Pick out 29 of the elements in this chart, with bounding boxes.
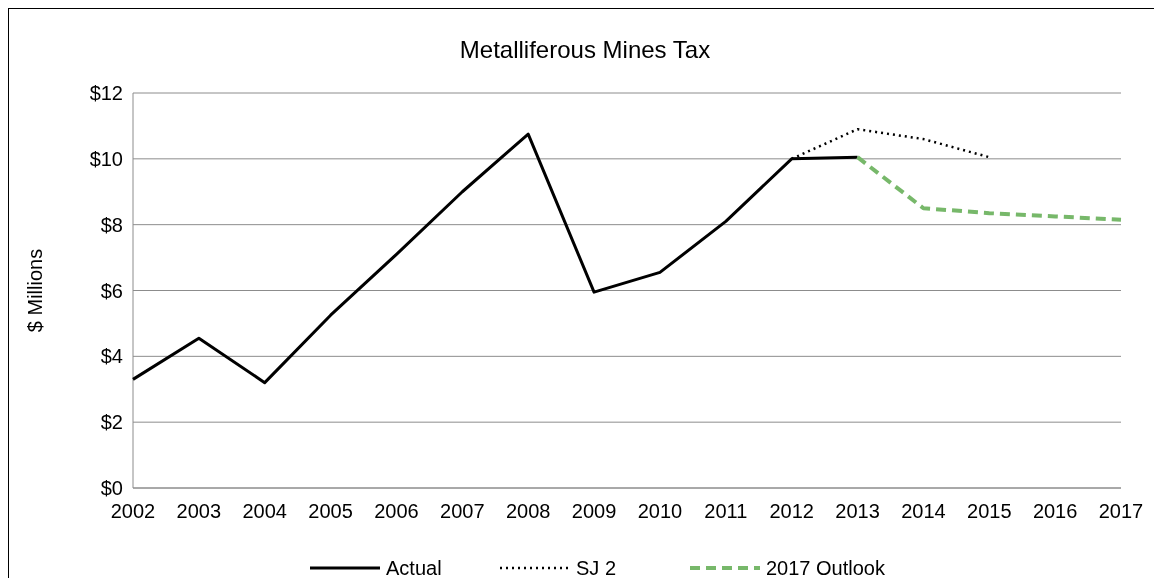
y-tick-label: $12 [89, 82, 123, 104]
x-tick-label: 2003 [176, 500, 222, 522]
x-tick-label: 2008 [505, 500, 551, 522]
x-tick-label: 2011 [704, 500, 748, 522]
legend-label: 2017 Outlook [766, 557, 886, 578]
x-tick-label: 2015 [967, 500, 1012, 522]
chart-title: Metalliferous Mines Tax [459, 36, 711, 63]
line-series [855, 155, 1123, 222]
x-tick-label: 2012 [769, 500, 814, 522]
legend-label: Actual [386, 557, 442, 578]
x-tick-label: 2017 [1098, 500, 1144, 522]
x-tick-label: 2010 [637, 500, 683, 522]
x-tick-label: 2014 [901, 500, 946, 522]
y-tick-label: $4 [100, 345, 123, 368]
x-tick-label: 2009 [571, 500, 617, 522]
x-tick-label: 2005 [308, 500, 353, 522]
y-tick-label: $0 [100, 477, 123, 499]
x-tick-label: 2002 [110, 500, 156, 522]
x-tick-label: 2006 [374, 500, 419, 522]
x-tick-label: 2016 [1032, 500, 1078, 522]
y-axis-title: $ Millions [24, 248, 46, 333]
x-tick-label: 2013 [835, 500, 880, 522]
x-tick-label: 2004 [242, 500, 287, 522]
y-tick-label: $6 [100, 279, 123, 302]
y-tick-label: $2 [100, 411, 123, 434]
y-tick-label: $8 [100, 213, 123, 236]
x-tick-label: 2007 [440, 500, 485, 522]
legend-label: SJ 2 [576, 557, 617, 578]
y-tick-label: $10 [89, 147, 123, 170]
